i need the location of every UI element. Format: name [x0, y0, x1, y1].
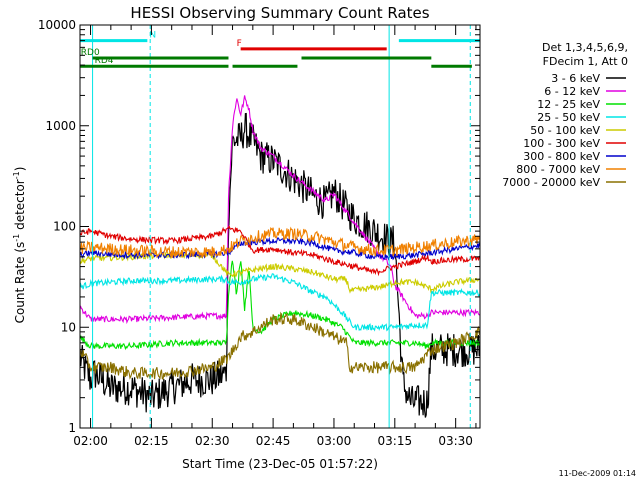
legend-header-line2: FDecim 1, Att 0	[543, 55, 628, 68]
series-line-3	[80, 273, 480, 332]
legend-entry-label: 25 - 50 keV	[537, 111, 600, 124]
series-line-5	[80, 224, 480, 277]
legend-entry-label: 3 - 6 keV	[551, 72, 600, 85]
series-line-8	[80, 311, 480, 380]
legend-entry-label: 6 - 12 keV	[544, 85, 600, 98]
y-tick-label: 1000	[45, 119, 76, 133]
x-tick-label: 03:30	[438, 434, 473, 448]
x-tick-label: 03:15	[378, 434, 413, 448]
x-tick-label: 02:45	[256, 434, 291, 448]
y-tick-label: 10000	[38, 18, 76, 32]
y-axis-label: Count Rate (s-1 detector-1)	[12, 167, 27, 324]
series-line-7	[80, 226, 480, 259]
flag-label-rd4: RD4	[95, 56, 114, 66]
legend-entry-label: 12 - 25 keV	[537, 98, 600, 111]
y-tick-label: 10	[61, 320, 76, 334]
footer-date: 11-Dec-2009 01:14	[559, 469, 636, 478]
legend-entry-label: 800 - 7000 keV	[516, 163, 600, 176]
x-axis-label: Start Time (23-Dec-05 01:57:22)	[182, 457, 378, 471]
flag-label-n: N	[149, 31, 156, 41]
legend-entry-label: 100 - 300 keV	[523, 137, 600, 150]
flag-label-rd0: RD0	[81, 48, 100, 58]
legend-entry-label: 50 - 100 keV	[530, 124, 600, 137]
y-axis-label-mid: detector	[13, 179, 27, 234]
plot-frame	[79, 24, 481, 429]
y-tick-label: 1	[68, 421, 76, 435]
chart-title: HESSI Observing Summary Count Rates	[130, 4, 429, 22]
legend-header-line1: Det 1,3,4,5,6,9,	[542, 41, 628, 54]
x-tick-label: 03:00	[317, 434, 352, 448]
x-tick-label: 02:15	[134, 434, 169, 448]
flag-label-f: F	[237, 39, 242, 49]
x-tick-label: 02:00	[73, 434, 108, 448]
series-line-4	[80, 250, 480, 294]
series-line-0	[80, 112, 480, 418]
series-line-1	[80, 95, 480, 325]
legend-entry-label: 300 - 800 keV	[523, 150, 600, 163]
y-axis-label-sup1: -1	[12, 234, 21, 242]
legend-entry-label: 7000 - 20000 keV	[502, 176, 600, 189]
y-tick-label: 100	[53, 220, 76, 234]
y-axis-label-main: Count Rate (s	[13, 242, 27, 324]
y-axis-label-end: )	[13, 167, 27, 172]
y-axis-label-sup2: -1	[12, 171, 21, 179]
series-line-2	[80, 260, 480, 351]
x-tick-label: 02:30	[195, 434, 230, 448]
svg-text:Count Rate (s-1 detector-1): Count Rate (s-1 detector-1)	[12, 167, 27, 324]
series-line-6	[80, 236, 480, 261]
